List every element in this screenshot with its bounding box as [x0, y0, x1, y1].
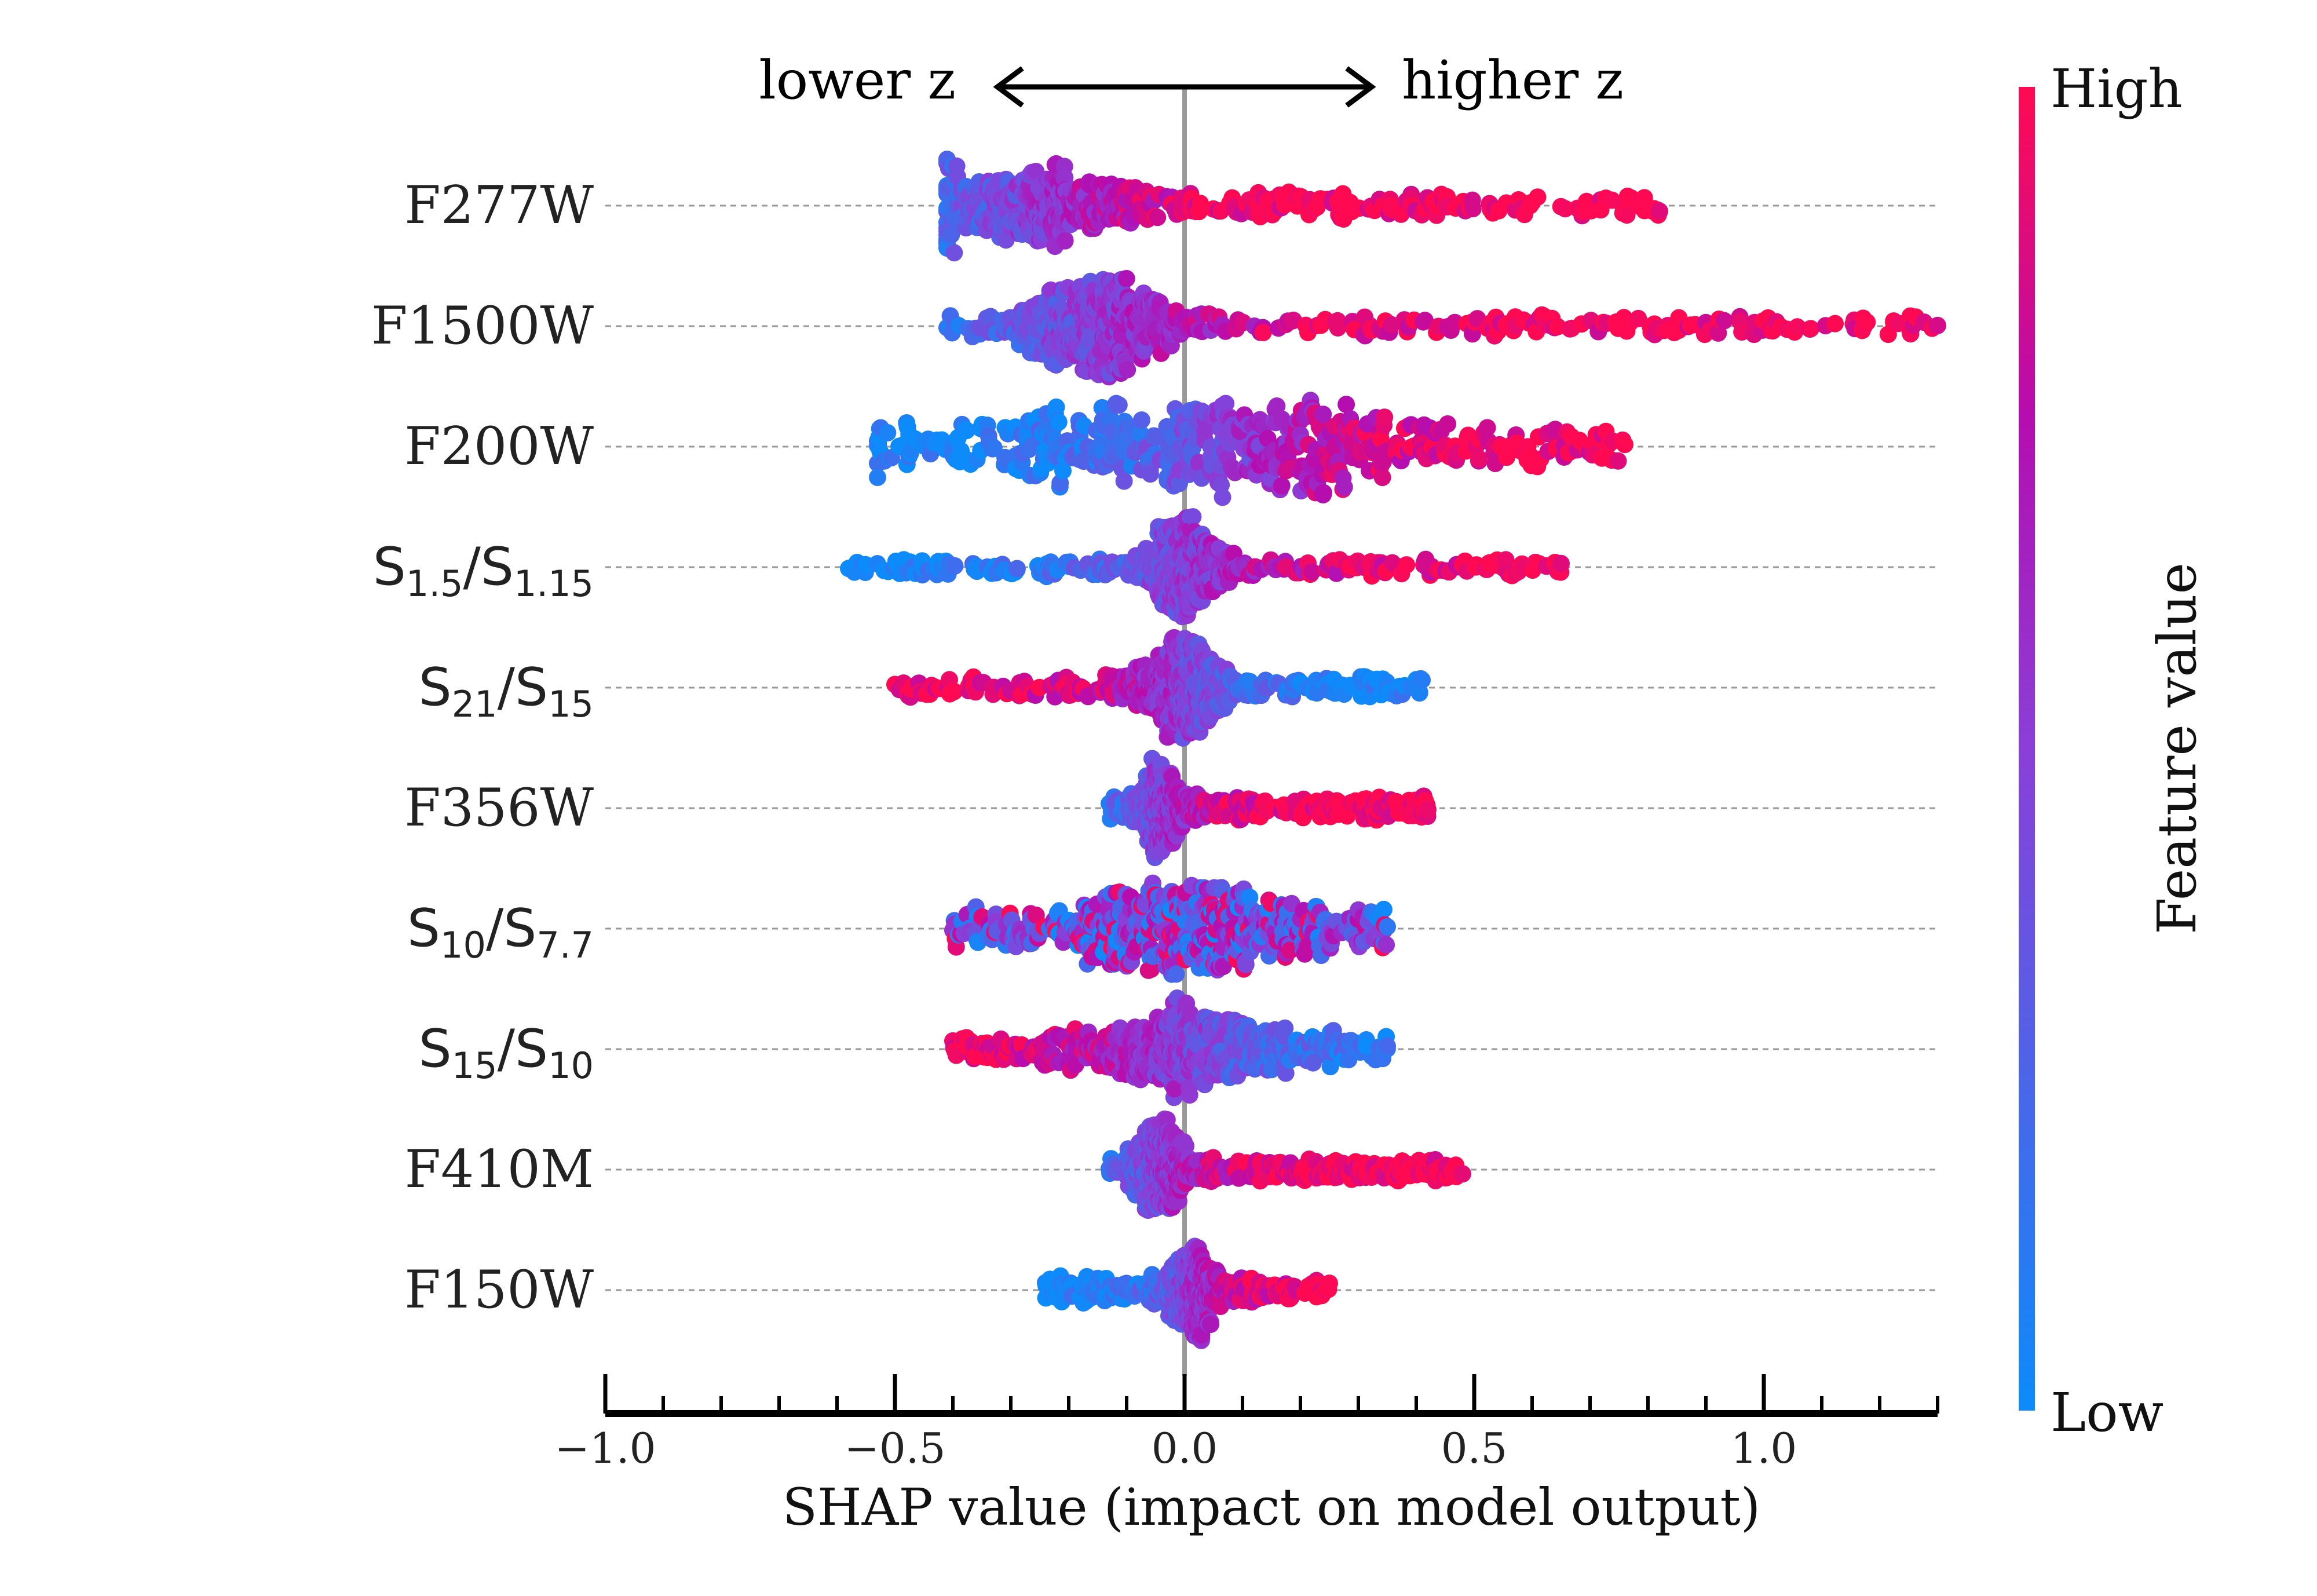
- shap-point: [1376, 408, 1393, 426]
- shap-point: [1273, 477, 1291, 494]
- shap-point: [1826, 315, 1844, 333]
- shap-point: [1377, 936, 1395, 954]
- shap-point: [1454, 1165, 1471, 1182]
- shap-point: [1716, 312, 1733, 330]
- shap-point: [1375, 901, 1393, 918]
- shap-point: [1529, 188, 1547, 206]
- shap-point: [1470, 450, 1488, 468]
- shap-point: [869, 469, 886, 486]
- shap-point: [1315, 484, 1332, 502]
- shap-point: [1616, 436, 1633, 453]
- shap-point: [879, 424, 896, 441]
- shap-point: [1336, 479, 1353, 496]
- shap-point: [1133, 411, 1150, 429]
- shap-point: [1379, 1038, 1396, 1055]
- shap-point: [1379, 918, 1396, 936]
- shap-point: [1439, 415, 1456, 433]
- shap-point: [946, 557, 963, 575]
- shap-point: [1110, 396, 1128, 414]
- shap-point: [1118, 270, 1135, 287]
- shap-point: [945, 244, 963, 261]
- shap-point: [1610, 452, 1627, 470]
- shap-point: [1008, 560, 1026, 578]
- shap-point: [1858, 313, 1876, 331]
- shap-point: [1413, 671, 1431, 689]
- shap-point: [1142, 465, 1159, 483]
- shap-point: [1116, 473, 1133, 490]
- shap-point: [1929, 317, 1946, 334]
- shap-point: [1119, 361, 1136, 378]
- shap-point: [1464, 200, 1482, 217]
- shap-point: [1398, 556, 1415, 574]
- shap-point: [1651, 203, 1668, 220]
- shap-point: [1552, 555, 1570, 572]
- shap-point: [1255, 324, 1272, 341]
- shap-point: [1802, 320, 1819, 337]
- shap-point: [1050, 414, 1068, 431]
- shap-point: [1184, 508, 1201, 525]
- shap-point: [1057, 232, 1074, 250]
- shap-point: [1181, 1086, 1198, 1104]
- shap-point: [1419, 801, 1437, 819]
- feature-grid-lines: [605, 206, 1938, 1290]
- shap-point: [1214, 488, 1231, 506]
- shap-point: [1374, 469, 1391, 486]
- shap-point: [1168, 965, 1185, 983]
- shap-point: [1149, 209, 1166, 226]
